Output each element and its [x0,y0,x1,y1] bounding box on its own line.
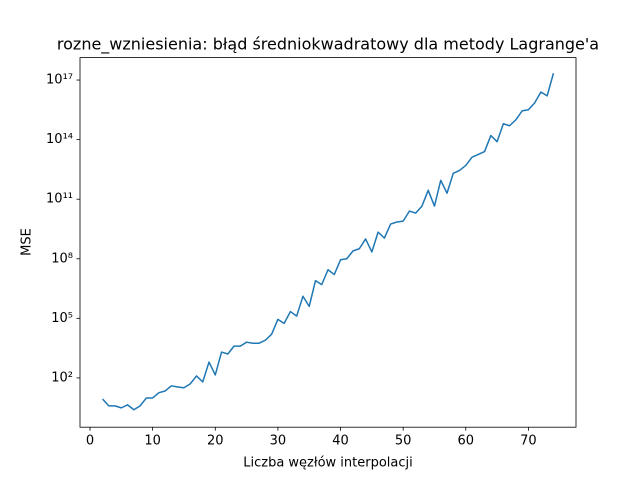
y-tick-label: 10⁵ [51,311,73,326]
x-tick-label: 40 [332,434,349,449]
chart-title: rozne_wzniesienia: błąd średniokwadratow… [57,35,599,55]
plot-frame [79,57,577,428]
y-tick-label: 10¹⁴ [46,132,73,147]
x-tick-label: 0 [86,434,94,449]
data-line [101,73,555,411]
x-tick-label: 10 [144,434,161,449]
y-tick-label: 10⁸ [51,251,73,266]
y-tick-label: 10² [51,370,73,385]
x-tick-label: 30 [270,434,287,449]
y-tick-label: 10¹¹ [46,192,73,207]
y-axis-label: MSE [20,228,35,256]
x-tick-label: 70 [520,434,537,449]
x-axis-label: Liczba węzłów interpolacji [243,456,413,471]
x-tick-label: 20 [207,434,224,449]
x-tick-label: 60 [458,434,475,449]
x-tick-label: 50 [395,434,412,449]
y-tick-label: 10¹⁷ [46,73,73,88]
